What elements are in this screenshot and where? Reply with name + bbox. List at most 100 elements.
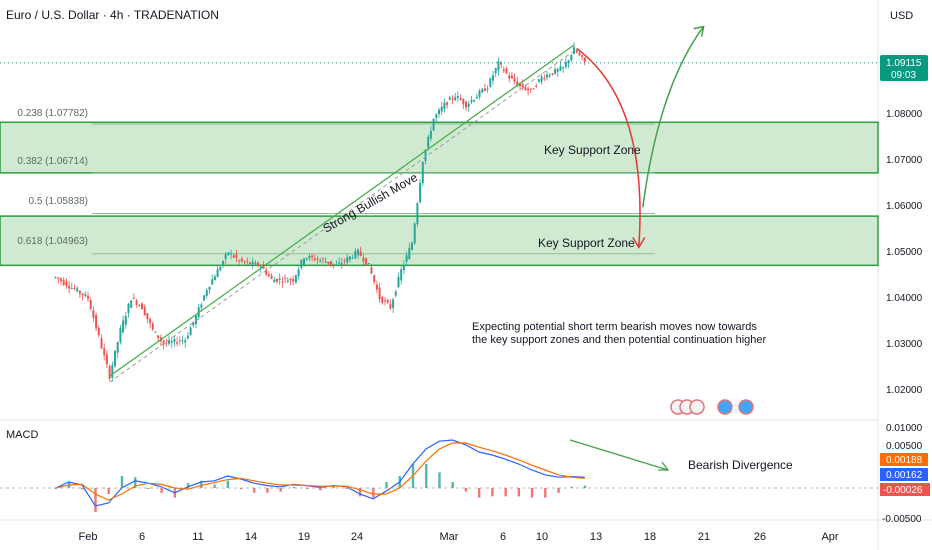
projection-down-arrowhead (632, 237, 646, 249)
candle-body (105, 354, 108, 365)
time-tick: 24 (351, 531, 363, 543)
candle-body (556, 69, 559, 72)
candle-body (394, 291, 397, 296)
candle-body (276, 278, 278, 282)
candle-body (386, 300, 389, 303)
candle-body (200, 304, 203, 308)
candle-body (135, 300, 138, 306)
candle-body (238, 260, 241, 262)
macd-histogram-bar (477, 488, 481, 498)
time-tick: Feb (79, 531, 98, 543)
fib-label-0382: 0.382 (1.06714) (17, 156, 88, 167)
candle-body (389, 303, 392, 309)
macd-histogram-bar (253, 488, 256, 493)
candle-body (265, 269, 268, 275)
time-tick: 13 (590, 531, 602, 543)
candle-body (289, 278, 292, 281)
macd-histogram-bar (358, 488, 362, 497)
macd-histogram-bar (504, 488, 507, 497)
candle-body (378, 287, 381, 300)
candle-body (186, 335, 189, 339)
candle-body (567, 60, 570, 64)
candle-body (122, 320, 125, 333)
macd-histogram-bar (332, 486, 335, 488)
candle-body (494, 68, 497, 74)
candle-body (286, 280, 289, 283)
event-flag-icon[interactable] (717, 399, 733, 415)
current-price-value: 1.09115 (886, 58, 922, 69)
candle-body (73, 288, 76, 290)
macd-histogram-bar (133, 477, 137, 488)
candle-body (162, 340, 165, 345)
fib-label-05: 0.5 (1.05838) (29, 196, 89, 207)
candle-body (324, 261, 327, 263)
divergence-arrow (569, 439, 669, 471)
candle-body (249, 262, 251, 265)
symbol-title[interactable]: Euro / U.S. Dollar · 4h · TRADENATION (6, 8, 219, 22)
candle-body (419, 182, 422, 203)
macd-histogram-bar (425, 464, 428, 488)
time-tick: 26 (754, 531, 766, 543)
candle-body (497, 61, 500, 71)
candle-body (313, 258, 316, 261)
candle-body (537, 79, 540, 82)
candle-body (354, 251, 357, 259)
macd-histogram-bar (544, 488, 547, 498)
time-tick: 14 (245, 531, 257, 543)
candle-body (124, 316, 127, 325)
macd-title[interactable]: MACD (6, 429, 38, 441)
candle-body (89, 300, 92, 310)
candle-body (448, 97, 451, 100)
candle-body (195, 315, 197, 324)
candle-body (562, 67, 565, 69)
candle-body (564, 62, 567, 68)
candle-body (181, 340, 184, 342)
candle-body (330, 261, 332, 265)
candle-body (114, 350, 116, 366)
candle-body (165, 343, 168, 345)
candle-body (92, 310, 95, 319)
candle-body (208, 286, 211, 290)
drawings (0, 25, 878, 383)
candle-body (481, 88, 484, 93)
candle-body (132, 297, 135, 299)
candle-body (319, 260, 322, 262)
macd-badge-macd (880, 468, 928, 481)
event-flag-icon[interactable] (689, 399, 705, 415)
support-zones (0, 121, 879, 267)
candle-body (224, 254, 227, 260)
candle-body (321, 258, 324, 260)
note-line-2: the key support zones and then potential… (472, 334, 766, 346)
macd-histogram-bar (583, 485, 587, 488)
event-markers[interactable] (670, 399, 754, 415)
candle-body (65, 281, 68, 287)
candle-body (405, 255, 408, 262)
macd-histogram-bar (292, 486, 296, 488)
candle-body (575, 50, 578, 53)
candle-body (551, 73, 554, 75)
candle-body (294, 275, 297, 283)
candle-body (486, 88, 489, 90)
candle-body (346, 257, 349, 263)
support-zone-0 (0, 121, 879, 174)
candle-body (521, 84, 524, 89)
candle-body (462, 98, 465, 105)
candle-body (381, 296, 384, 303)
fib-label-0238: 0.238 (1.07782) (17, 108, 88, 119)
support-zone-1 (0, 215, 879, 267)
event-flag-icon[interactable] (738, 399, 754, 415)
candle-body (502, 69, 505, 72)
time-tick: 18 (644, 531, 656, 543)
candle-body (54, 276, 57, 278)
candle-body (278, 278, 281, 280)
candle-body (421, 161, 424, 184)
candle-body (446, 102, 449, 106)
macd-histogram-bar (266, 488, 269, 493)
candle-body (443, 102, 446, 109)
candle-body (87, 295, 89, 299)
candle-body (332, 263, 335, 265)
candle-body (108, 366, 111, 379)
currency-label[interactable]: USD (890, 10, 913, 22)
macd-histogram-bar (120, 476, 124, 488)
